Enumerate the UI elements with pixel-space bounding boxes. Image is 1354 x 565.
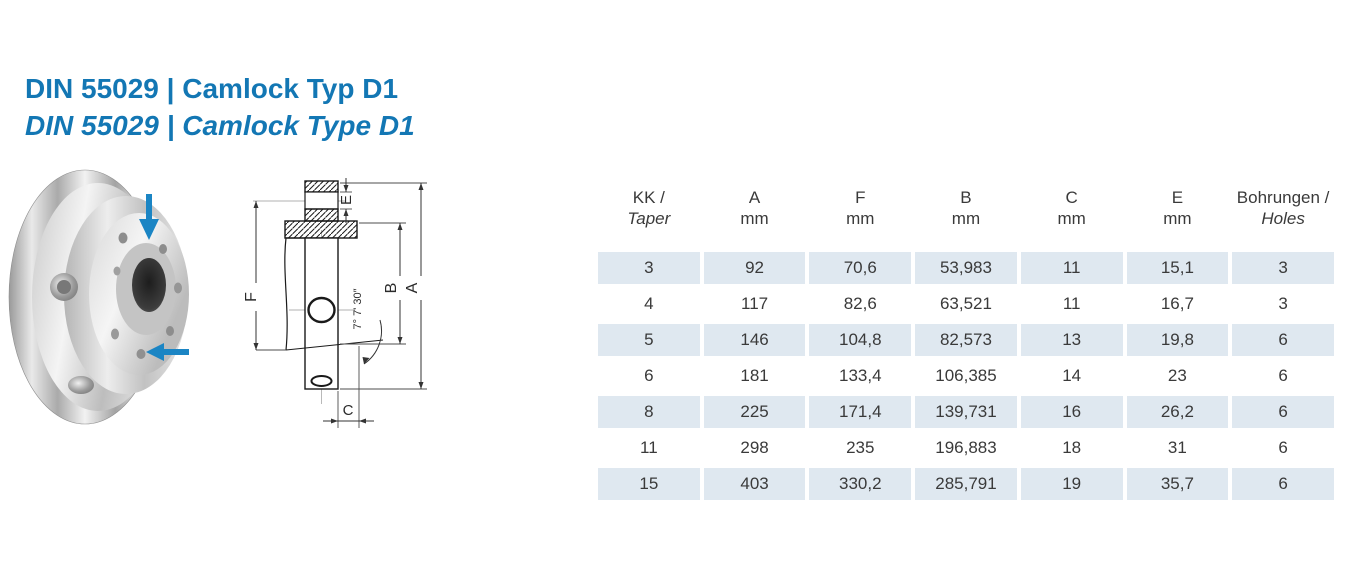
table-cell: 35,7 bbox=[1126, 468, 1229, 500]
column-header-kk: KK / Taper bbox=[627, 188, 671, 228]
table-cell: 92 bbox=[703, 252, 806, 284]
table-cell: 3 bbox=[1278, 294, 1288, 313]
table-cell: 181 bbox=[740, 366, 769, 385]
cam-screw bbox=[68, 376, 94, 394]
table-cell: 133,4 bbox=[838, 366, 882, 385]
table-cell: 11 bbox=[640, 438, 658, 457]
table-cell: 6 bbox=[1232, 396, 1334, 428]
technical-drawing: E F B A 7° 7' 30″ C bbox=[243, 168, 445, 440]
arrow-left-icon bbox=[146, 343, 189, 361]
cam-hole bbox=[118, 232, 128, 244]
table-cell: 171,4 bbox=[809, 396, 912, 428]
dim-label-a: A bbox=[404, 282, 421, 293]
table-cell: 285,791 bbox=[915, 468, 1017, 500]
table-row: 5 146 104,8 82,573 13 19,8 6 bbox=[598, 324, 1334, 356]
dim-label-c: C bbox=[343, 402, 354, 419]
table-row: 4 117 82,6 63,521 11 16,7 3 bbox=[598, 288, 1334, 320]
page-title-english: DIN 55029 | Camlock Type D1 bbox=[25, 110, 415, 141]
table-row: 11 298 235 196,883 18 31 6 bbox=[598, 432, 1334, 464]
table-cell: 403 bbox=[703, 468, 806, 500]
dim-label-angle: 7° 7' 30″ bbox=[352, 288, 364, 329]
column-header-bohrungen: Bohrungen / Holes bbox=[1236, 188, 1330, 228]
table-cell: 82,573 bbox=[915, 324, 1017, 356]
table-cell: 18 bbox=[1062, 438, 1082, 457]
cam-hole bbox=[136, 349, 146, 359]
table-cell: 6 bbox=[1232, 468, 1334, 500]
table-cell: 16 bbox=[1020, 396, 1123, 428]
dim-label-f: F bbox=[243, 292, 260, 302]
table-cell: 196,883 bbox=[935, 438, 997, 457]
cam-hole bbox=[113, 266, 121, 276]
table-cell: 16,7 bbox=[1160, 294, 1194, 313]
table-cell: 70,6 bbox=[809, 252, 912, 284]
dim-label-e: E bbox=[338, 195, 355, 205]
table-cell: 225 bbox=[703, 396, 806, 428]
table-cell: 3 bbox=[1232, 252, 1334, 284]
table-cell: 13 bbox=[1020, 324, 1123, 356]
table-cell: 330,2 bbox=[809, 468, 912, 500]
table-cell: 106,385 bbox=[935, 366, 997, 385]
table-row: 8 225 171,4 139,731 16 26,2 6 bbox=[598, 396, 1334, 428]
table-cell: 14 bbox=[1062, 366, 1082, 385]
table-cell: 19 bbox=[1020, 468, 1123, 500]
table-cell: 3 bbox=[598, 252, 700, 284]
arrow-down-icon bbox=[139, 194, 159, 240]
table-cell: 6 bbox=[644, 366, 654, 385]
table-cell: 4 bbox=[644, 294, 654, 313]
cross-section-drawing: E F B A 7° 7' 30″ C bbox=[243, 178, 429, 428]
cam-hole bbox=[166, 326, 174, 336]
table-cell: 26,2 bbox=[1126, 396, 1229, 428]
dim-label-b: B bbox=[383, 283, 400, 294]
cam-hole bbox=[174, 282, 182, 294]
cam-screw-center bbox=[57, 280, 71, 294]
page-title: DIN 55029 | Camlock Typ D1 DIN 55029 | C… bbox=[25, 70, 415, 144]
table-cell: 11 bbox=[1020, 252, 1123, 284]
table-cell: 19,8 bbox=[1126, 324, 1229, 356]
cam-hole bbox=[159, 244, 167, 254]
table-cell: 5 bbox=[598, 324, 700, 356]
table-cell: 8 bbox=[598, 396, 700, 428]
table-cell: 6 bbox=[1278, 366, 1288, 385]
table-cell: 235 bbox=[846, 438, 875, 457]
table-cell: 23 bbox=[1167, 366, 1187, 385]
cam-hole bbox=[111, 328, 119, 340]
table-cell: 11 bbox=[1062, 294, 1081, 313]
page-title-german: DIN 55029 | Camlock Typ D1 bbox=[25, 73, 399, 104]
table-cell: 31 bbox=[1167, 438, 1187, 457]
table-cell: 139,731 bbox=[915, 396, 1017, 428]
table-cell: 82,6 bbox=[843, 294, 877, 313]
table-cell: 15 bbox=[598, 468, 700, 500]
table-cell: 6 bbox=[1232, 324, 1334, 356]
table-cell: 15,1 bbox=[1126, 252, 1229, 284]
table-row: 3 92 70,6 53,983 11 15,1 3 bbox=[598, 252, 1334, 284]
product-photo bbox=[5, 166, 217, 430]
table-cell: 298 bbox=[740, 438, 769, 457]
table-row: 6 181 133,4 106,385 14 23 6 bbox=[598, 360, 1334, 392]
chuck-center-hole bbox=[132, 258, 166, 312]
table-cell: 104,8 bbox=[809, 324, 912, 356]
table-row: 15 403 330,2 285,791 19 35,7 6 bbox=[598, 468, 1334, 500]
camlock-chuck-image bbox=[8, 169, 189, 425]
table-cell: 53,983 bbox=[915, 252, 1017, 284]
table-cell: 146 bbox=[703, 324, 806, 356]
table-cell: 6 bbox=[1278, 438, 1288, 457]
table-cell: 117 bbox=[741, 294, 769, 313]
table-cell: 63,521 bbox=[939, 294, 992, 313]
